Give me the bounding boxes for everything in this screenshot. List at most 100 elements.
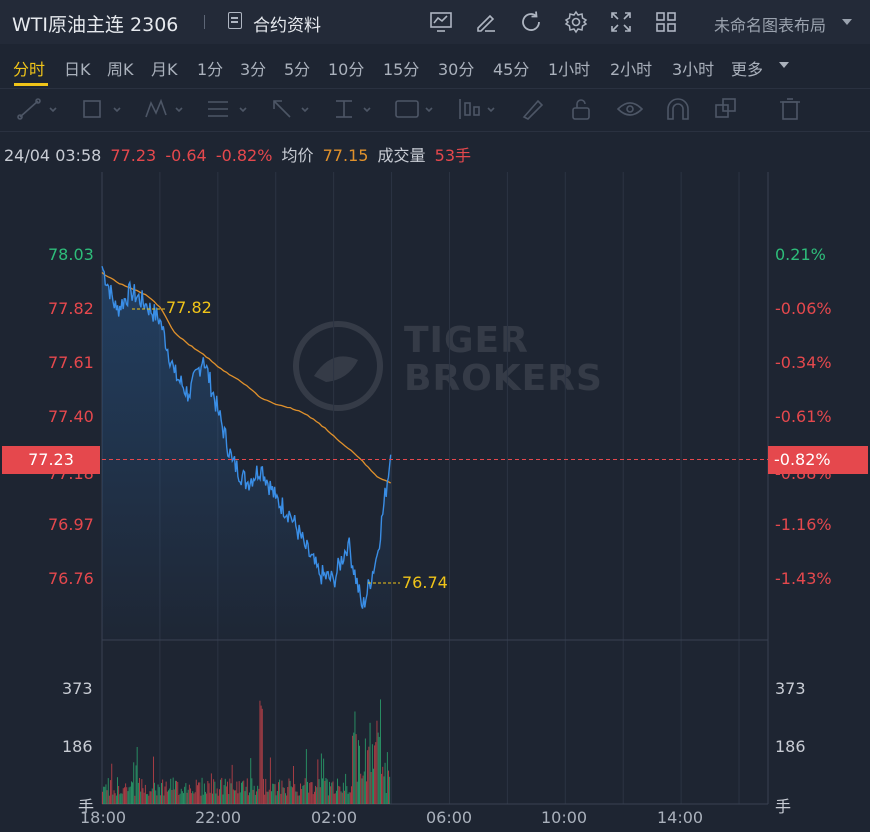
volume-bar bbox=[159, 795, 161, 804]
volume-bar bbox=[228, 794, 230, 804]
tab-15min[interactable]: 15分 bbox=[383, 60, 420, 79]
volume-bar bbox=[241, 782, 242, 804]
volume-bar bbox=[190, 788, 191, 804]
tab-1hour[interactable]: 1小时 bbox=[548, 60, 591, 79]
volume-bar bbox=[370, 772, 372, 804]
lock-icon[interactable] bbox=[572, 99, 590, 120]
tab-2hour[interactable]: 2小时 bbox=[610, 60, 653, 79]
indicator-icon[interactable] bbox=[428, 9, 454, 35]
volume-bar bbox=[112, 794, 114, 804]
tab-1min[interactable]: 1分 bbox=[197, 60, 224, 79]
volume-bar bbox=[150, 791, 152, 804]
price-tick-left: 76.97 bbox=[48, 515, 94, 534]
fullscreen-icon[interactable] bbox=[608, 9, 634, 35]
volume-bar bbox=[327, 795, 329, 804]
volume-bar bbox=[384, 762, 386, 804]
volume-bar bbox=[216, 788, 218, 804]
document-icon[interactable] bbox=[228, 12, 242, 29]
pct-tick-right: -1.43% bbox=[775, 569, 832, 588]
tab-more[interactable]: 更多 bbox=[731, 60, 764, 79]
volume-bar bbox=[310, 782, 312, 804]
volume-bar bbox=[209, 792, 211, 804]
position-icon[interactable] bbox=[459, 99, 495, 119]
quote-change: -0.64 bbox=[165, 146, 207, 165]
tab-daily[interactable]: 日K bbox=[64, 60, 91, 79]
volume-bar bbox=[361, 778, 363, 804]
tab-timeshare[interactable]: 分时 bbox=[13, 60, 46, 79]
volume-tick-right: 373 bbox=[775, 679, 806, 698]
trend-line-icon[interactable] bbox=[17, 98, 57, 120]
volume-bar bbox=[162, 779, 164, 804]
refresh-icon[interactable] bbox=[518, 9, 544, 35]
volume-bar bbox=[373, 768, 374, 804]
volume-bar bbox=[309, 783, 311, 804]
volume-bar bbox=[253, 785, 255, 804]
measure-icon[interactable] bbox=[336, 100, 371, 118]
x-tick: 14:00 bbox=[657, 808, 704, 827]
brush-icon[interactable] bbox=[522, 99, 544, 120]
volume-value: 53手 bbox=[434, 146, 472, 165]
volume-bar bbox=[376, 720, 378, 804]
tab-weekly[interactable]: 周K bbox=[107, 60, 134, 79]
layout-selector[interactable]: 未命名图表布局 bbox=[714, 16, 827, 35]
volume-bar bbox=[231, 764, 233, 804]
volume-bar bbox=[292, 787, 293, 804]
volume-bar bbox=[315, 785, 316, 804]
volume-bar bbox=[243, 780, 245, 804]
volume-bar bbox=[119, 794, 121, 804]
volume-bar bbox=[312, 794, 314, 804]
volume-bar bbox=[124, 787, 125, 804]
price-line bbox=[101, 265, 392, 609]
volume-bar bbox=[244, 791, 246, 804]
settings-icon[interactable] bbox=[563, 9, 589, 35]
volume-bar bbox=[339, 786, 341, 804]
volume-bar bbox=[378, 736, 380, 804]
tab-30min[interactable]: 30分 bbox=[438, 60, 475, 79]
eye-icon[interactable] bbox=[616, 102, 644, 116]
volume-bar bbox=[181, 791, 183, 804]
grid-layout-icon[interactable] bbox=[653, 9, 679, 35]
volume-bar bbox=[214, 781, 216, 804]
text-icon[interactable] bbox=[395, 100, 433, 118]
high-price-label: 77.82 bbox=[166, 298, 212, 317]
volume-bar bbox=[168, 790, 169, 804]
draw-icon[interactable] bbox=[473, 9, 499, 35]
magnet-icon[interactable] bbox=[667, 98, 689, 120]
volume-bar bbox=[325, 778, 327, 804]
arrow-icon[interactable] bbox=[273, 100, 309, 118]
tab-10min[interactable]: 10分 bbox=[328, 60, 365, 79]
volume-bar bbox=[281, 780, 283, 804]
tab-3min[interactable]: 3分 bbox=[240, 60, 267, 79]
chevron-down-icon[interactable] bbox=[842, 19, 852, 25]
volume-bar bbox=[161, 783, 162, 804]
volume-bar bbox=[208, 783, 210, 804]
volume-bar bbox=[336, 790, 337, 804]
more-chevron-icon[interactable] bbox=[779, 62, 789, 68]
instrument-title[interactable]: WTI原油主连 2306 bbox=[12, 14, 179, 36]
volume-bar bbox=[117, 777, 118, 804]
trash-icon[interactable] bbox=[780, 98, 800, 120]
rectangle-icon[interactable] bbox=[83, 100, 121, 118]
volume-bar bbox=[105, 784, 107, 804]
fib-icon[interactable] bbox=[208, 101, 247, 117]
quote-change-pct: -0.82% bbox=[215, 146, 273, 165]
volume-bar bbox=[215, 793, 217, 804]
volume-bar bbox=[317, 759, 319, 804]
pattern-icon[interactable] bbox=[145, 98, 183, 118]
tab-monthly[interactable]: 月K bbox=[151, 60, 178, 79]
volume-bar bbox=[232, 789, 234, 804]
volume-tick-left: 373 bbox=[62, 679, 93, 698]
volume-bar bbox=[348, 792, 350, 804]
volume-bar bbox=[316, 787, 318, 804]
volume-bar bbox=[154, 782, 155, 804]
contract-info-link[interactable]: 合约资料 bbox=[253, 16, 321, 36]
volume-bar bbox=[300, 783, 301, 804]
tab-3hour[interactable]: 3小时 bbox=[672, 60, 715, 79]
volume-bar bbox=[362, 775, 364, 804]
tab-45min[interactable]: 45分 bbox=[493, 60, 530, 79]
clone-icon[interactable] bbox=[715, 98, 736, 118]
low-price-label: 76.74 bbox=[402, 573, 448, 592]
volume-bar bbox=[175, 780, 176, 804]
tab-5min[interactable]: 5分 bbox=[284, 60, 311, 79]
